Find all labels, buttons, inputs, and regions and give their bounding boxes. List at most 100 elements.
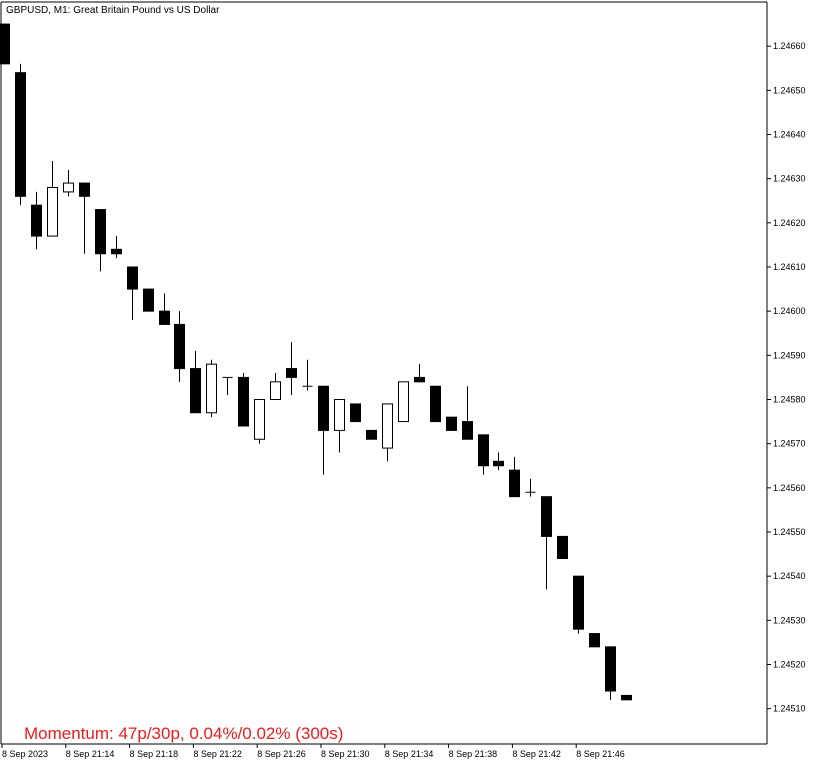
price-tick-label: 1.24620 [773, 218, 806, 228]
candle [238, 373, 249, 427]
candle-body-bear [127, 266, 138, 290]
candle-body-bear [174, 323, 185, 370]
time-tick-label: 8 Sep 21:18 [130, 749, 179, 759]
price-tick-label: 1.24640 [773, 130, 806, 140]
price-tick-label: 1.24510 [773, 704, 806, 714]
candle-body-bull [270, 381, 281, 401]
candle-body-bear [509, 469, 520, 498]
candle-body-bear [238, 376, 249, 427]
candle-body-bull [63, 182, 74, 193]
candle [47, 161, 58, 237]
candle [270, 373, 281, 401]
price-tick-label: 1.24630 [773, 174, 806, 184]
candle-body-bear [414, 376, 425, 383]
candle [222, 376, 233, 396]
candle [589, 633, 600, 648]
candle-body-bull [47, 187, 58, 237]
candle-body-bull [254, 399, 265, 440]
candle [63, 169, 74, 197]
candle-body-bear [286, 368, 297, 378]
candle-body-bear [15, 72, 26, 197]
candle [0, 23, 10, 65]
candle [159, 293, 170, 325]
candle-body-bear [366, 429, 377, 440]
time-tick-label: 8 Sep 21:30 [321, 749, 370, 759]
candle [493, 452, 504, 471]
candle-body-bear [31, 204, 42, 237]
price-axis: 1.24660 1.24650 1.24640 1.24630 1.24620 1.246… [767, 41, 806, 714]
price-tick-label: 1.24540 [773, 571, 806, 581]
price-tick-label: 1.24610 [773, 262, 806, 272]
candle [541, 496, 552, 590]
price-tick-label: 1.24650 [773, 85, 806, 95]
candle-body-bear [621, 694, 632, 701]
candle [478, 434, 489, 475]
price-tick-label: 1.24660 [773, 41, 806, 51]
candle [462, 386, 473, 440]
candle [446, 416, 457, 431]
candle-body-bear [95, 209, 106, 255]
candle [509, 456, 520, 498]
candle-body-bear [430, 385, 441, 423]
candle [31, 191, 42, 250]
candle-body-bear [111, 248, 122, 255]
candle-body-bear [446, 416, 457, 431]
candle [573, 575, 584, 634]
candles [0, 23, 632, 701]
candle [525, 479, 536, 497]
candle-body-bear [143, 288, 154, 312]
candle [254, 399, 265, 444]
price-tick-label: 1.24520 [773, 660, 806, 670]
price-tick-label: 1.24530 [773, 615, 806, 625]
momentum-readout: Momentum: 47p/30p, 0.04%/0.02% (300s) [24, 724, 343, 743]
candle-body-bear [462, 421, 473, 440]
candle-body-bull [382, 403, 393, 449]
time-axis: 8 Sep 2023 8 Sep 21:14 8 Sep 21:18 8 Sep 21… [1, 744, 625, 759]
price-tick-label: 1.24600 [773, 306, 806, 316]
candle-body-bear [159, 310, 170, 325]
price-tick-label: 1.24580 [773, 395, 806, 405]
candle-body-bull [334, 399, 345, 431]
candle [366, 429, 377, 440]
candle [621, 694, 632, 701]
time-tick-label: 8 Sep 21:42 [512, 749, 561, 759]
candle [127, 266, 138, 320]
candle [111, 236, 122, 259]
time-tick-label: 8 Sep 21:22 [193, 749, 242, 759]
candle [190, 350, 201, 414]
candle [382, 403, 393, 462]
candle-body-bear [0, 23, 10, 65]
candle [414, 364, 425, 383]
price-tick-label: 1.24590 [773, 350, 806, 360]
price-tick-label: 1.24560 [773, 483, 806, 493]
time-tick-label: 8 Sep 2023 [2, 749, 48, 759]
candle [557, 535, 568, 560]
candle [398, 381, 409, 423]
candle-body-bear [605, 646, 616, 692]
candle [605, 646, 616, 700]
candle-body-bear [350, 403, 361, 423]
candle [334, 399, 345, 453]
candle-body-bear [589, 633, 600, 648]
price-tick-label: 1.24570 [773, 439, 806, 449]
time-tick-label: 8 Sep 21:38 [449, 749, 498, 759]
candle [318, 385, 329, 475]
candle [350, 403, 361, 423]
chart-title: GBPUSD, M1: Great Britain Pound vs US Do… [6, 5, 220, 16]
candle-body-bull [206, 363, 217, 414]
candle-body-bear [190, 368, 201, 414]
time-tick-label: 8 Sep 21:46 [576, 749, 625, 759]
candle-body-bear [478, 434, 489, 467]
candle-body-bear [573, 575, 584, 630]
candle [430, 385, 441, 423]
candle [302, 359, 313, 391]
candle [143, 288, 154, 312]
candle [15, 63, 26, 206]
price-tick-label: 1.24550 [773, 527, 806, 537]
candle-body-bear [557, 535, 568, 560]
candle [79, 182, 90, 254]
time-tick-label: 8 Sep 21:34 [385, 749, 434, 759]
candle [286, 342, 297, 396]
time-tick-label: 8 Sep 21:14 [66, 749, 115, 759]
